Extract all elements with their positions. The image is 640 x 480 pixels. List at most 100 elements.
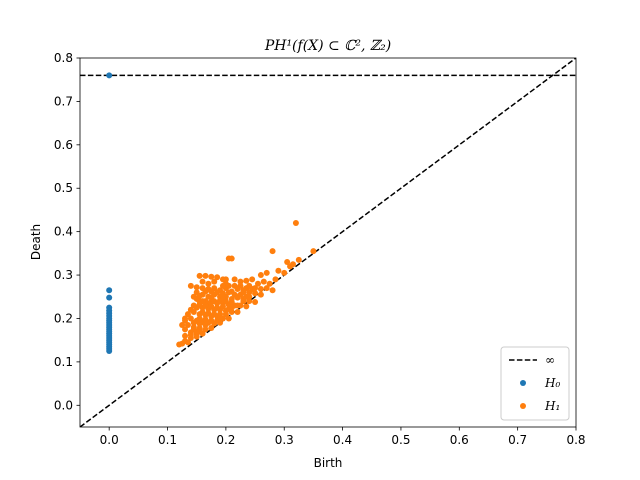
data-point [187,331,194,338]
x-tick-label: 0.2 [216,433,235,447]
data-point [106,348,113,355]
data-point [184,311,191,318]
data-point [208,325,215,332]
data-point [214,304,221,311]
data-point [106,72,113,79]
data-point [231,291,238,298]
data-point [196,292,203,299]
y-tick-label: 0.7 [54,94,73,108]
data-point [184,339,191,346]
data-point [231,282,238,289]
legend-label-h0: H₀ [544,376,560,390]
y-tick-label: 0.2 [54,311,73,325]
y-tick-label: 0.5 [54,181,73,195]
x-tick-label: 0.6 [450,433,469,447]
data-point [208,288,215,295]
data-point [202,272,209,279]
data-point [196,272,203,279]
x-tick-label: 0.8 [566,433,585,447]
data-point [257,272,264,279]
data-point [193,328,200,335]
data-point [243,277,250,284]
data-point [190,319,197,326]
data-point [211,311,218,318]
y-axis-label: Death [29,224,43,260]
legend: ∞ H₀ H₁ [500,346,570,421]
data-point [199,278,206,285]
x-axis-label: Birth [314,456,343,470]
data-point [187,282,194,289]
data-point [292,219,299,226]
legend-frame [500,346,570,421]
y-tick-label: 0.0 [54,398,73,412]
data-point [225,315,232,322]
data-point [219,295,226,302]
data-point [193,284,200,291]
data-point [190,308,197,315]
series-h1 [176,219,317,348]
data-point [237,282,244,289]
data-point [275,267,282,274]
data-point [269,287,276,294]
x-tick-label: 0.0 [100,433,119,447]
data-point [240,298,247,305]
data-point [196,301,203,308]
data-point [217,311,224,318]
data-point [252,298,259,305]
legend-infinity-label: ∞ [545,353,555,367]
data-point [289,261,296,268]
data-point [217,315,224,322]
axes-frame [79,57,577,428]
data-point [208,273,215,280]
data-point [202,326,209,333]
x-tick-label: 0.5 [391,433,410,447]
plot-contents [80,58,576,427]
data-point [257,285,264,292]
data-point [284,259,291,266]
data-point [252,290,259,297]
data-point [234,308,241,315]
data-point [214,274,221,281]
legend-swatch-h0 [520,380,526,386]
data-point [196,315,203,322]
data-point [266,280,273,287]
y-tick-label: 0.3 [54,268,73,282]
data-point [182,332,189,339]
data-point [252,285,259,292]
data-point [202,288,209,295]
data-point [219,303,226,310]
data-point [211,298,218,305]
data-point [202,316,209,323]
data-point [243,293,250,300]
data-point [228,255,235,262]
data-point [106,287,113,294]
data-point [219,290,226,297]
x-tick-label: 0.7 [508,433,527,447]
data-point [260,278,267,285]
chart-title: PH¹(f(X) ⊂ ℂ², ℤ₂) [264,38,391,54]
data-point [249,276,256,283]
data-point [281,269,288,276]
data-point [246,298,253,305]
data-point [219,282,226,289]
data-point [182,326,189,333]
data-point [222,311,229,318]
data-point [310,248,317,255]
data-point [176,341,183,348]
data-point [205,280,212,287]
data-point [202,321,209,328]
legend-label-h1: H₁ [544,399,560,413]
data-point [272,276,279,283]
data-point [254,280,261,287]
y-tick-label: 0.8 [54,51,73,65]
data-point [208,317,215,324]
data-point [243,303,250,310]
data-point [237,278,244,285]
data-point [202,302,209,309]
data-point [295,256,302,263]
data-point [214,289,221,296]
data-point [196,320,203,327]
data-point [106,294,113,301]
legend-swatch-h1 [520,403,526,409]
data-point [184,321,191,328]
